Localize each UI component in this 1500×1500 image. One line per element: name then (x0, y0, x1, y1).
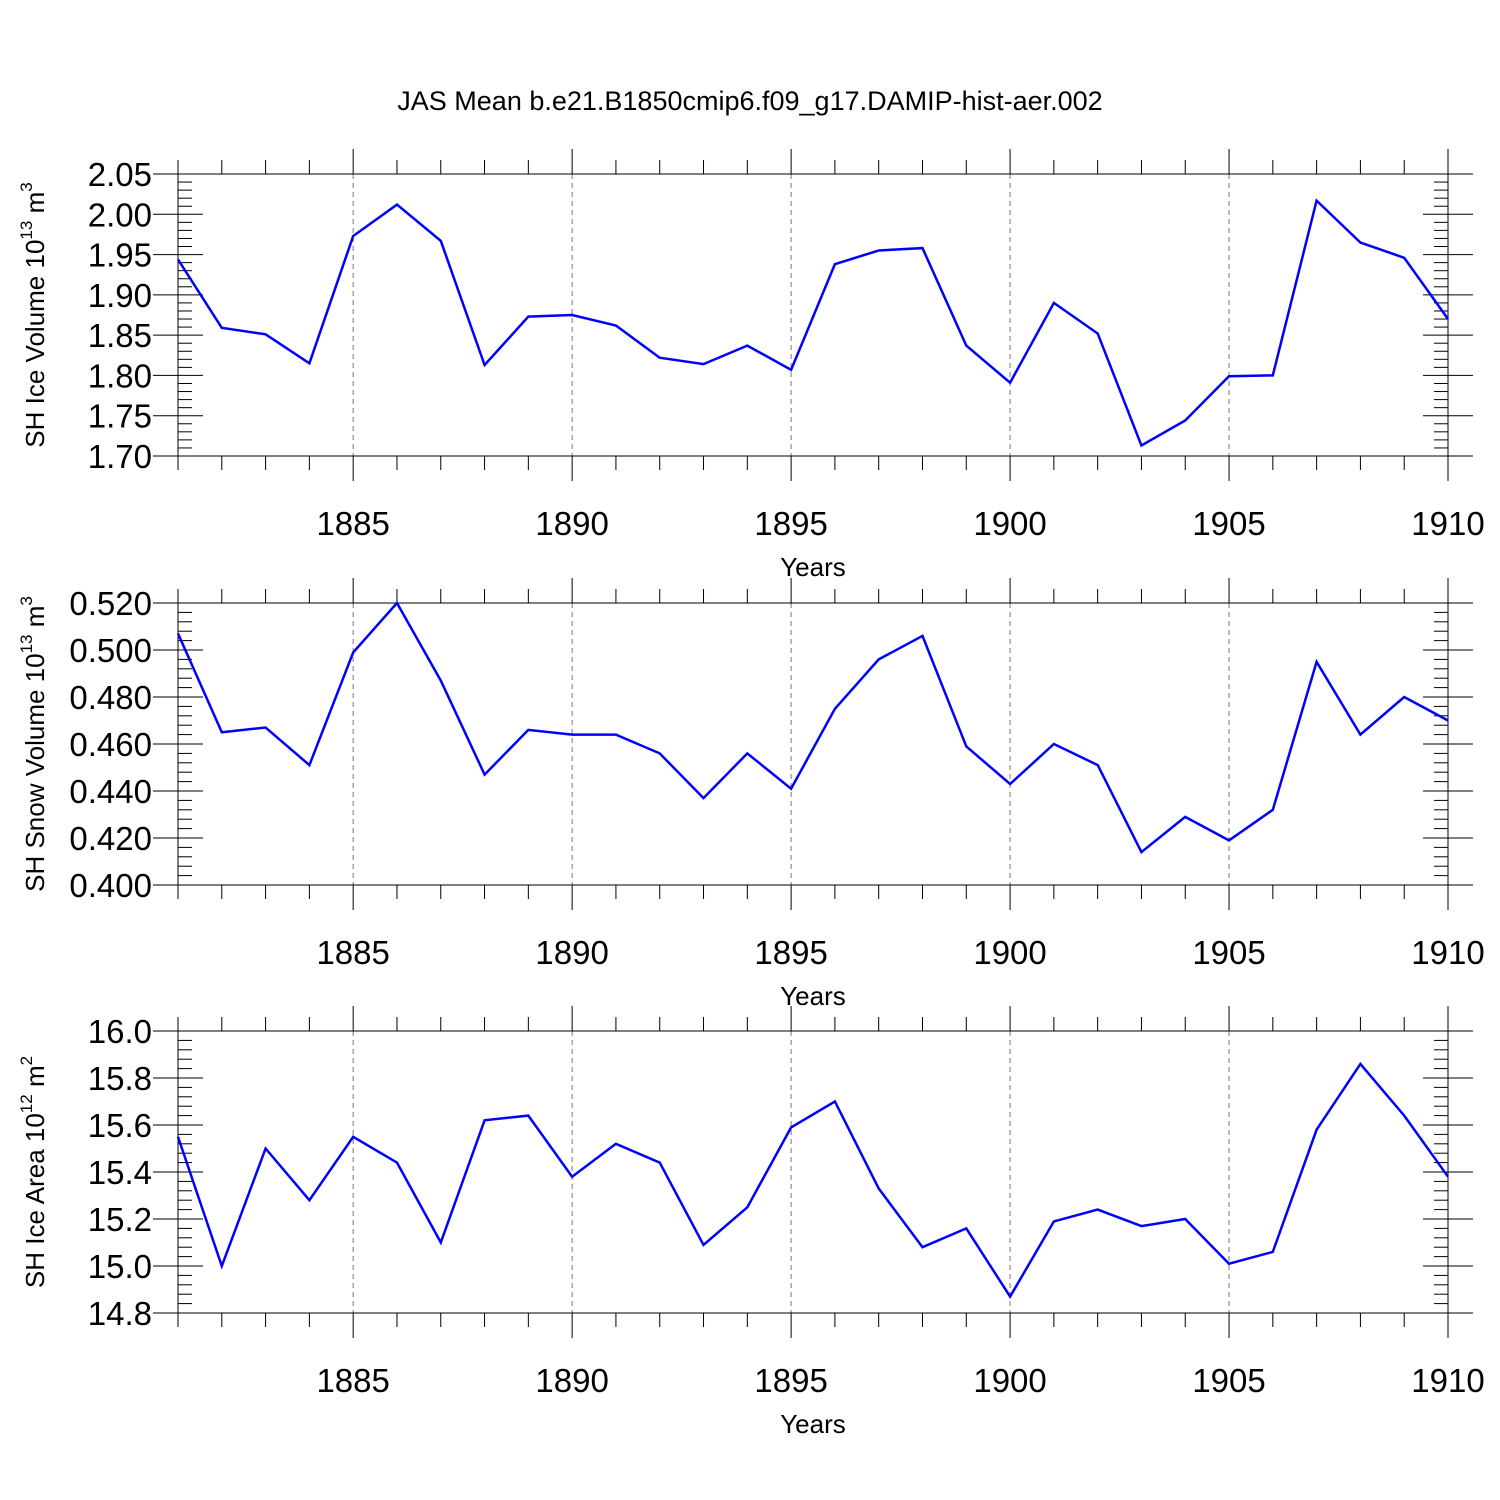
y-axis-label: SH Snow Volume 1013 m3 (17, 596, 50, 892)
x-tick-label: 1895 (754, 1362, 827, 1399)
y-tick-label: 1.85 (88, 317, 152, 354)
y-tick-label: 15.0 (88, 1248, 152, 1285)
y-tick-label: 0.420 (69, 820, 152, 857)
x-tick-label: 1905 (1192, 934, 1265, 971)
y-axis-label: SH Ice Volume 1013 m3 (17, 182, 50, 447)
y-axis-label: SH Ice Area 1012 m2 (17, 1056, 50, 1288)
plot-frame (177, 602, 1449, 886)
y-tick-label: 15.2 (88, 1201, 152, 1238)
x-tick-label: 1905 (1192, 505, 1265, 542)
plot-frame (177, 1030, 1449, 1314)
x-tick-label: 1885 (316, 934, 389, 971)
series-line (176, 198, 1450, 448)
x-tick-label: 1895 (754, 934, 827, 971)
y-tick-label: 14.8 (88, 1295, 152, 1332)
y-tick-label: 15.6 (88, 1107, 152, 1144)
chart-panel-3: 14.8 15.0 15.2 15.4 15.6 15.8 16.0 1885 1890 1895… (17, 1006, 1485, 1439)
y-tick-label: 1.75 (88, 398, 152, 435)
y-tick-label: 16.0 (88, 1013, 152, 1050)
y-tick-label: 0.500 (69, 632, 152, 669)
y-tick-label: 15.4 (88, 1154, 152, 1191)
x-tick-label: 1910 (1411, 1362, 1484, 1399)
plot-frame (177, 173, 1449, 457)
x-tick-label: 1905 (1192, 1362, 1265, 1399)
y-tick-label: 0.440 (69, 773, 152, 810)
y-tick-label: 1.90 (88, 277, 152, 314)
y-tick-label: 1.70 (88, 438, 152, 475)
x-tick-label: 1910 (1411, 505, 1484, 542)
x-tick-label: 1890 (535, 934, 608, 971)
x-tick-label: 1885 (316, 505, 389, 542)
figure-title: JAS Mean b.e21.B1850cmip6.f09_g17.DAMIP-… (397, 86, 1102, 116)
y-tick-label: 0.400 (69, 867, 152, 904)
chart-panel-2: 0.400 0.420 0.440 0.460 0.480 0.500 0.520 1885 1… (17, 578, 1485, 1011)
x-tick-label: 1900 (973, 934, 1046, 971)
y-tick-label: 1.80 (88, 357, 152, 394)
chart-panels: 1.701.75 1.801.851.901.95 2.002.05 1885 1890… (17, 149, 1485, 1439)
y-tick-label: 0.520 (69, 585, 152, 622)
y-tick-label: 1.95 (88, 237, 152, 274)
y-tick-label: 2.00 (88, 196, 152, 233)
x-tick-label: 1910 (1411, 934, 1484, 971)
x-axis-label: Years (780, 981, 846, 1011)
x-axis-label: Years (780, 552, 846, 582)
x-tick-label: 1890 (535, 505, 608, 542)
y-tick-label: 15.8 (88, 1060, 152, 1097)
series-line (176, 600, 1449, 855)
x-tick-label: 1885 (316, 1362, 389, 1399)
x-axis-label: Years (780, 1409, 846, 1439)
x-tick-label: 1900 (973, 1362, 1046, 1399)
y-tick-label: 0.480 (69, 679, 152, 716)
series-line (176, 1061, 1450, 1299)
x-tick-label: 1890 (535, 1362, 608, 1399)
x-tick-label: 1900 (973, 505, 1046, 542)
x-tick-label: 1895 (754, 505, 827, 542)
y-tick-label: 2.05 (88, 156, 152, 193)
y-tick-label: 0.460 (69, 726, 152, 763)
chart-panel-1: 1.701.75 1.801.851.901.95 2.002.05 1885 1890… (17, 149, 1485, 582)
